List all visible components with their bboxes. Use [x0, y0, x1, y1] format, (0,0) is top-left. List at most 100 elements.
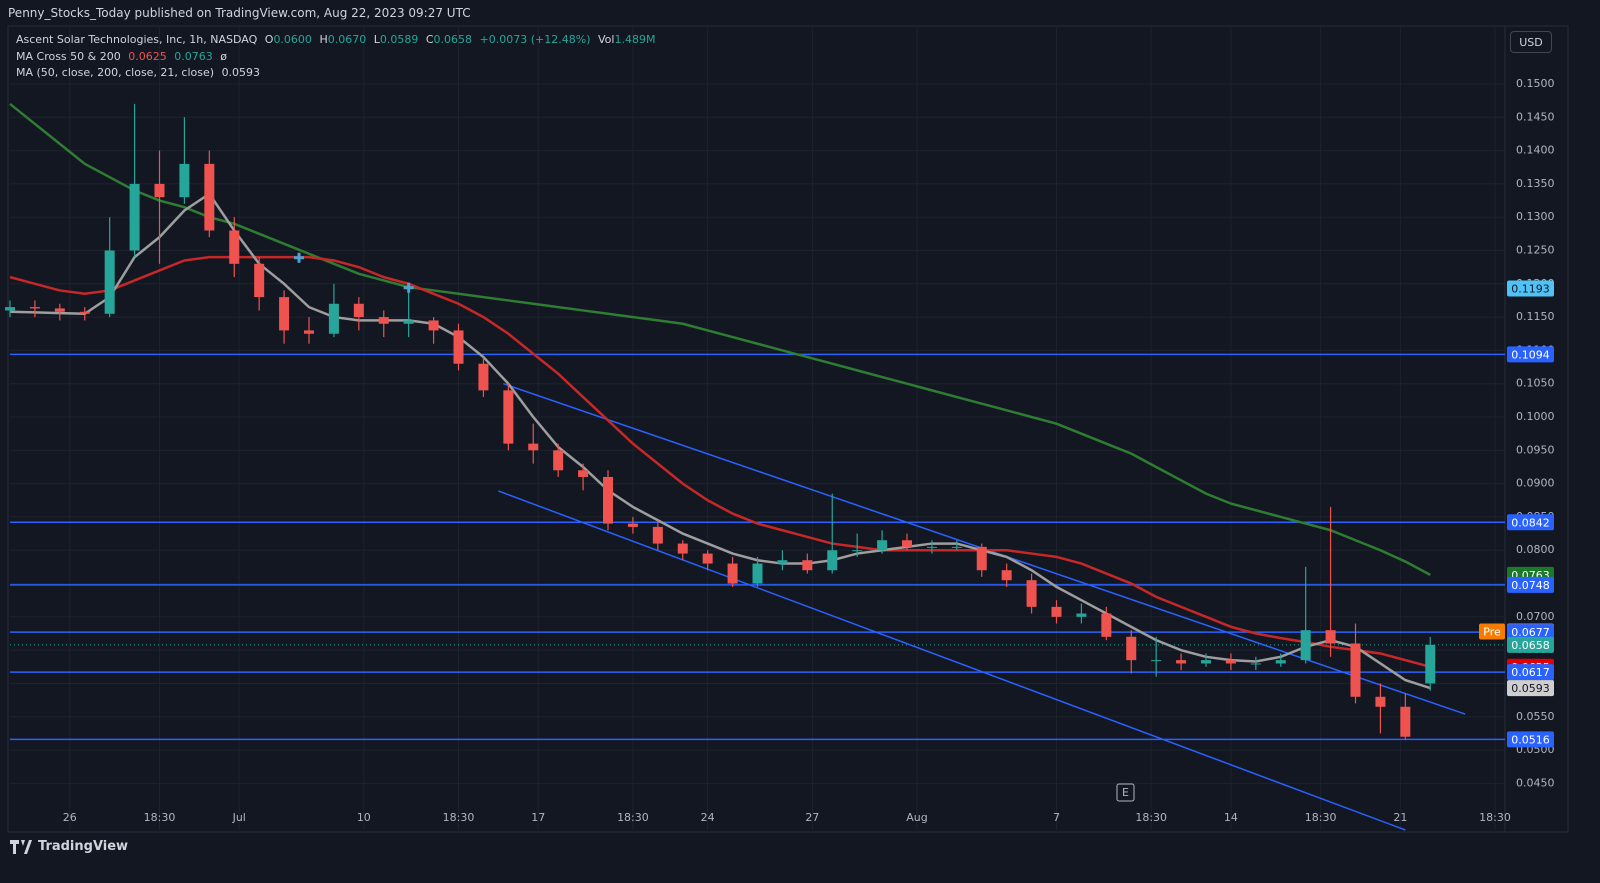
- ma-value: 0.0593: [221, 66, 261, 79]
- vol-value: 1.489M: [614, 33, 656, 46]
- candle-body: [1400, 706, 1411, 737]
- y-tick-label: 0.0950: [1516, 443, 1555, 456]
- ma: MA (50, close, 200, close, 21, close): [16, 66, 215, 79]
- price-tag-box: [1479, 623, 1505, 640]
- y-tick-label: 0.1500: [1516, 77, 1555, 90]
- price-label-box: [1507, 576, 1554, 593]
- y-tick-label: 0.1350: [1516, 177, 1555, 190]
- candle-body: [752, 563, 763, 584]
- candle-body: [926, 546, 937, 548]
- candle-body: [453, 330, 464, 364]
- event-marker-box[interactable]: [1116, 783, 1135, 802]
- price-label: 0.0658: [1511, 639, 1550, 652]
- price-label: 0.0677: [1511, 626, 1550, 639]
- currency-button[interactable]: USD: [1510, 31, 1552, 53]
- logo: [10, 839, 32, 854]
- legend-row: MA (50, close, 200, close, 21, close) 0.…: [16, 65, 659, 82]
- candle-body: [627, 523, 638, 527]
- candle-body: [54, 308, 65, 312]
- y-tick-label: 0.1000: [1516, 410, 1555, 423]
- cross-marker: [403, 282, 414, 293]
- brand: TradingView: [38, 839, 129, 854]
- candle-body: [1300, 630, 1311, 661]
- y-tick-label: 0.1300: [1516, 210, 1555, 223]
- legend: Ascent Solar Technologies, Inc, 1h, NASD…: [16, 32, 659, 82]
- y-tick-label: 0.1050: [1516, 377, 1555, 390]
- price-label: 0.0593: [1511, 682, 1550, 695]
- price-label: 0.1094: [1511, 348, 1550, 361]
- x-tick-label: 17: [531, 811, 545, 824]
- price-tag: Pre: [1483, 625, 1501, 638]
- o-label: O: [264, 33, 274, 46]
- candle-body: [403, 320, 414, 324]
- y-tick-label: 0.1450: [1516, 110, 1555, 123]
- price-label-box: [1507, 731, 1554, 748]
- candle-body: [5, 307, 15, 311]
- moving-average: [9, 102, 1431, 576]
- price-label-box: [1507, 346, 1554, 363]
- candle-body: [104, 250, 115, 314]
- x-tick-label: 14: [1224, 811, 1238, 824]
- candle-body: [154, 183, 165, 198]
- candle-body: [1350, 643, 1361, 697]
- price-label: 0.0748: [1511, 579, 1550, 592]
- candle-body: [528, 443, 539, 451]
- price-label-box: [1507, 680, 1554, 697]
- symbol: Ascent Solar Technologies, Inc, 1h, NASD…: [16, 33, 258, 46]
- candle-body: [1375, 696, 1386, 707]
- y-tick-label: 0.0800: [1516, 543, 1555, 556]
- x-tick-label: 18:30: [144, 811, 176, 824]
- trend-line: [498, 490, 1406, 831]
- ma-slow: 0.0763: [174, 49, 213, 63]
- candle-body: [702, 553, 713, 564]
- ma-fast: 0.0625: [128, 49, 167, 63]
- axis: 0.04500.05000.05500.06000.06500.07000.07…: [63, 77, 1555, 824]
- candle-body: [204, 163, 215, 231]
- plot: [5, 102, 1505, 831]
- h-value: 0.0670: [327, 33, 367, 46]
- candle-body: [1425, 644, 1436, 684]
- candle-body: [79, 311, 90, 314]
- change: +0.0073 (+12.48%): [479, 33, 591, 46]
- event-marker[interactable]: E: [1122, 786, 1129, 799]
- moving-average: [9, 255, 1431, 669]
- moving-average: [9, 192, 1431, 690]
- candle-body: [1176, 660, 1187, 664]
- candle-body: [129, 183, 140, 251]
- price-label: 0.0516: [1511, 733, 1550, 746]
- candle-body: [802, 560, 813, 571]
- ma-extra: ø: [220, 49, 227, 63]
- ma-cross: MA Cross 50 & 200: [16, 49, 121, 63]
- candle-body: [179, 163, 190, 198]
- candle-body: [777, 560, 788, 564]
- y-tick-label: 0.0700: [1516, 610, 1555, 623]
- candle-body: [578, 470, 589, 477]
- x-tick-label: 26: [63, 811, 77, 824]
- candle-body: [677, 543, 688, 554]
- footer: TradingView: [10, 839, 128, 854]
- l-value: 0.0589: [379, 33, 419, 46]
- candle-body: [1126, 636, 1137, 661]
- vol-label: Vol: [598, 33, 615, 46]
- candle-body: [279, 297, 290, 331]
- candle-body: [428, 320, 439, 331]
- x-tick-label: 24: [701, 811, 715, 824]
- candle-body: [1001, 570, 1012, 581]
- candle-body: [478, 363, 489, 391]
- candle-body: [503, 390, 514, 444]
- candle-body: [603, 476, 613, 524]
- y-tick-label: 0.1250: [1516, 243, 1555, 256]
- price-label: 0.0617: [1511, 666, 1550, 679]
- price-label-box: [1507, 636, 1554, 653]
- y-tick-label: 0.0450: [1516, 776, 1555, 789]
- y-tick-label: 0.0900: [1516, 477, 1555, 490]
- grid: [10, 26, 1505, 830]
- publish-header: Penny_Stocks_Today published on TradingV…: [8, 6, 471, 20]
- candle-body: [229, 230, 240, 264]
- h-label: H: [319, 33, 328, 46]
- candle-body: [727, 563, 738, 584]
- candle-body: [951, 546, 962, 548]
- candle-body: [553, 450, 564, 471]
